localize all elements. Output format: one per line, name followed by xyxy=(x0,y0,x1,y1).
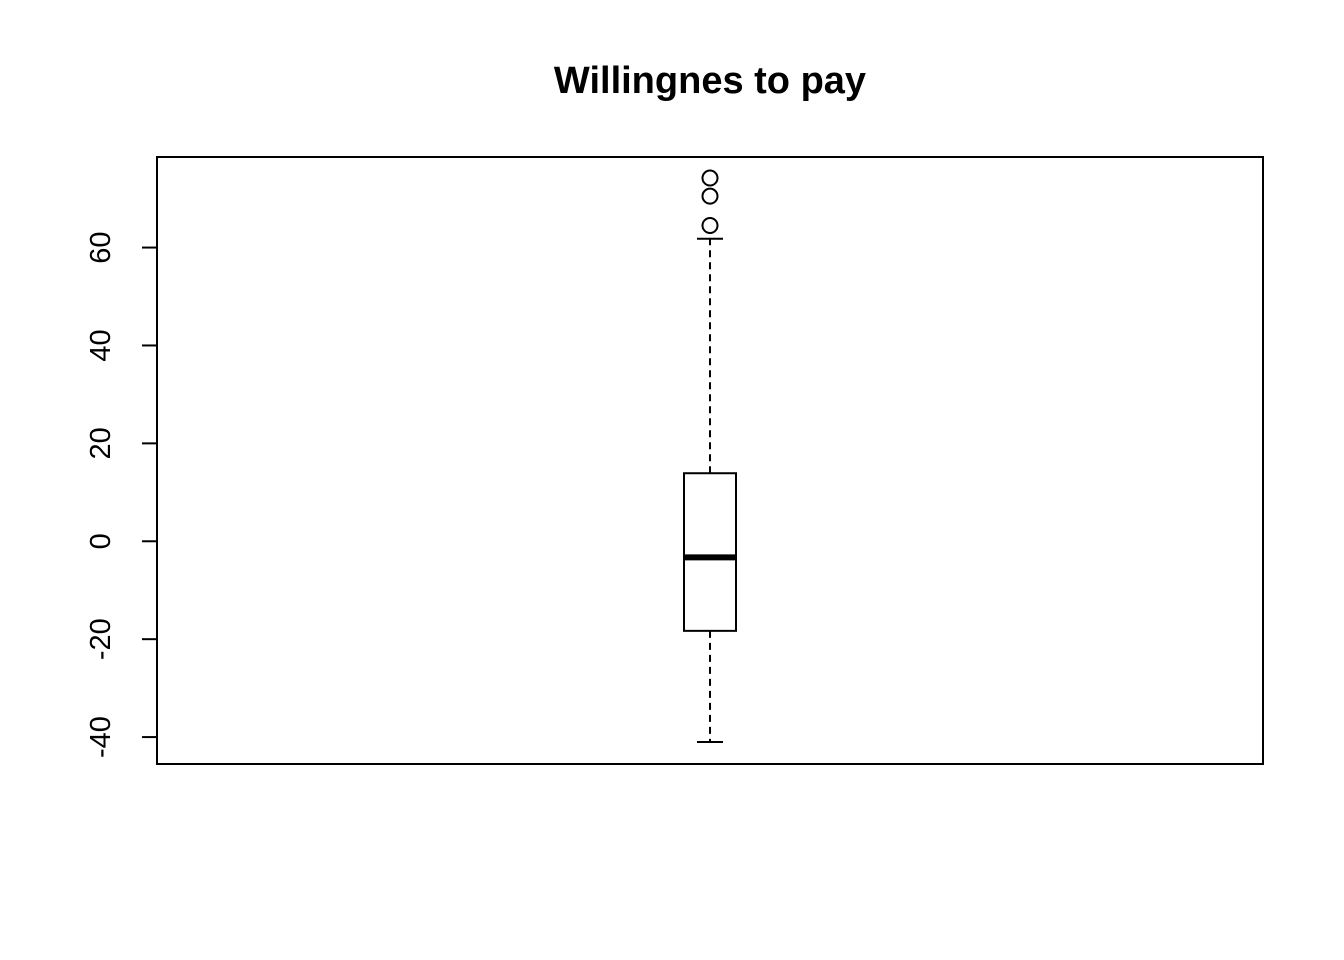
chart-title: Willingnes to pay xyxy=(554,60,866,102)
outlier-point xyxy=(701,217,719,235)
y-axis: -40 -20 0 20 40 60 xyxy=(85,231,158,758)
interquartile-box xyxy=(683,472,737,632)
box-plot xyxy=(683,169,737,743)
y-tick-label: 40 xyxy=(85,329,117,361)
y-tick-label: 20 xyxy=(85,427,117,459)
y-tick-label: -40 xyxy=(85,716,117,758)
outlier-point xyxy=(701,187,719,205)
y-tick-label: 60 xyxy=(85,231,117,263)
y-tick-label: -20 xyxy=(85,618,117,660)
y-tick-label: 0 xyxy=(85,533,117,549)
outlier-point xyxy=(701,169,719,187)
